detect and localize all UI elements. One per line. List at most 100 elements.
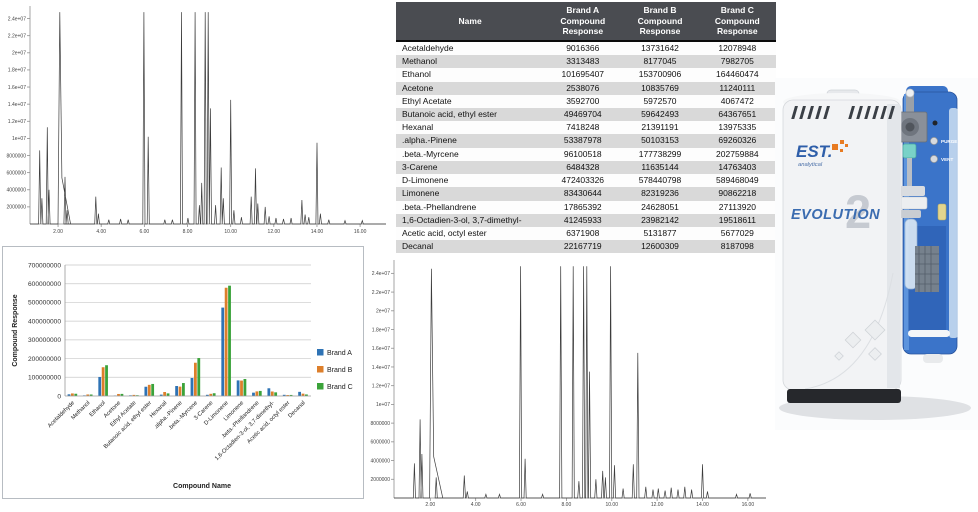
response-value-cell: 6484328: [566, 161, 600, 172]
table-row: D-Limonene 472403326 578440798 589468049: [396, 174, 776, 188]
compound-table-panel: Name Brand A Compound Response Brand B C…: [396, 2, 776, 254]
y-axis-title: Compound Response: [12, 294, 19, 366]
compound-name-cell: Acetone: [402, 82, 434, 93]
chromatogram-top: 2000000 4000000 6000000 8000000 1e+07 1.2e+07…: [7, 6, 386, 235]
compound-name-cell: Methanol: [402, 56, 437, 67]
svg-text:8000000: 8000000: [371, 421, 391, 427]
svg-text:16.00: 16.00: [742, 502, 755, 508]
table-row: .beta.-Myrcene 96100518 177738299 202759884: [396, 147, 776, 161]
svg-text:2.2e+07: 2.2e+07: [8, 33, 26, 39]
vent-slots: [791, 106, 895, 119]
table-row: Ethyl Acetate 3592700 5972570 4067472: [396, 94, 776, 108]
est-logo: EST. analytical: [796, 140, 848, 168]
svg-text:12.00: 12.00: [268, 229, 281, 235]
svg-text:10.00: 10.00: [605, 502, 618, 508]
table-row: 3-Carene 6484328 11635144 14763403: [396, 160, 776, 175]
compound-table: Name Brand A Compound Response Brand B C…: [396, 2, 776, 254]
svg-text:10.00: 10.00: [224, 229, 237, 235]
compound-name-cell: .beta.-Myrcene: [402, 148, 459, 159]
vent-label: VENT: [941, 157, 953, 162]
response-value-cell: 164460474: [716, 69, 759, 80]
svg-text:4.00: 4.00: [96, 229, 106, 235]
svg-text:16.00: 16.00: [354, 229, 367, 235]
purge-label: PURGE: [941, 139, 957, 144]
table-row: Butanoic acid, ethyl ester 49469704 596424…: [396, 107, 776, 122]
response-value-cell: 153700906: [638, 69, 682, 80]
valve-assembly: PURGE VENT: [892, 88, 957, 292]
svg-text:0: 0: [57, 393, 61, 400]
svg-text:1.6e+07: 1.6e+07: [372, 346, 390, 352]
compound-table-header: Name Brand A Compound Response Brand B C…: [396, 2, 776, 42]
svg-text:2e+07: 2e+07: [12, 51, 26, 57]
axes: [393, 260, 766, 499]
table-row: Acetic acid, octyl ester 6371908 5131877 56…: [396, 226, 776, 241]
response-value-cell: 49469704: [563, 108, 602, 119]
response-value-cell: 3592700: [566, 95, 600, 106]
legend-item: Brand C: [317, 383, 353, 391]
model-name-text: EVOLUTION: [791, 207, 880, 223]
svg-text:1.6e+07: 1.6e+07: [8, 85, 26, 91]
compound-name-cell: .alpha.-Pinene: [402, 135, 457, 146]
svg-text:14.00: 14.00: [311, 229, 324, 235]
vent-knob: [930, 155, 938, 163]
response-value-cell: 24628051: [641, 201, 679, 212]
svg-text:2000000: 2000000: [7, 205, 27, 211]
response-value-cell: 3313483: [566, 56, 600, 67]
est-logo-text: EST.: [796, 142, 833, 161]
svg-text:400000000: 400000000: [28, 318, 61, 325]
table-row: Limonene 83430644 82319236 90862218: [396, 187, 776, 201]
compound-name-cell: D-Limonene: [402, 175, 449, 186]
response-value-cell: 64367651: [718, 108, 757, 119]
response-value-cell: 11635144: [641, 161, 679, 172]
response-value-cell: 10835769: [641, 82, 679, 93]
svg-text:2.00: 2.00: [425, 502, 435, 508]
svg-text:1.8e+07: 1.8e+07: [372, 327, 390, 333]
response-value-cell: 23982142: [641, 214, 679, 225]
response-value-cell: 202759884: [716, 148, 759, 159]
chromatogram-bottom: 2000000 4000000 6000000 8000000 1e+07 1.2e+07…: [371, 260, 766, 508]
est-analytical-text: analytical: [798, 162, 823, 168]
col-header-brand-b: Brand B Compound Response: [621, 2, 699, 42]
panel-hole: [932, 120, 938, 126]
response-value-cell: 4067472: [720, 95, 754, 106]
svg-text:2e+07: 2e+07: [376, 309, 390, 315]
y-axis-ticks: 2000000 4000000 6000000 8000000 1e+07 1.2e+07…: [371, 271, 394, 483]
svg-text:Brand B: Brand B: [327, 367, 353, 374]
svg-text:2.4e+07: 2.4e+07: [372, 271, 390, 277]
response-value-cell: 90862218: [718, 188, 757, 199]
svg-text:6.00: 6.00: [139, 229, 149, 235]
header-row: Name Brand A Compound Response Brand B C…: [396, 2, 776, 42]
compound-name-cell: Ethanol: [402, 69, 431, 80]
table-row: Acetone 2538076 10835769 11240111: [396, 81, 776, 95]
svg-text:300000000: 300000000: [28, 337, 61, 344]
table-row: .alpha.-Pinene 53387978 50103153 69260326: [396, 134, 776, 148]
response-value-cell: 13975335: [718, 122, 757, 133]
table-row: Acetaldehyde 9016366 13731642 12078948: [396, 40, 776, 56]
compound-name-cell: Hexanal: [402, 122, 434, 133]
svg-text:6000000: 6000000: [7, 170, 27, 176]
svg-text:8.00: 8.00: [183, 229, 193, 235]
col-header-brand-c: Brand C Compound Response: [698, 2, 776, 42]
bars: AcetaldehydeMethanolEthanolAcetoneEthyl …: [47, 285, 308, 462]
legend-item: Brand B: [317, 366, 353, 374]
response-value-cell: 83430644: [563, 188, 602, 199]
trace-path: [30, 12, 386, 225]
svg-text:4.00: 4.00: [471, 502, 481, 508]
svg-text:6000000: 6000000: [371, 440, 391, 446]
response-value-cell: 11240111: [719, 82, 756, 93]
svg-text:6.00: 6.00: [516, 502, 526, 508]
compound-name-cell: Butanoic acid, ethyl ester: [402, 108, 497, 119]
svg-text:1.4e+07: 1.4e+07: [372, 365, 390, 371]
svg-text:100000000: 100000000: [28, 375, 61, 382]
response-value-cell: 12600309: [641, 241, 679, 252]
response-value-cell: 82319236: [641, 188, 679, 199]
compound-table-body: Acetaldehyde 9016366 13731642 12078948 Metha…: [396, 40, 776, 254]
response-value-cell: 41245933: [563, 214, 602, 225]
svg-text:2.2e+07: 2.2e+07: [372, 290, 390, 296]
model-number-text: 2: [845, 185, 871, 238]
response-value-cell: 21391191: [641, 122, 679, 133]
purge-knob: [930, 137, 938, 145]
table-row: Methanol 3313483 8177045 7982705: [396, 55, 776, 69]
x-axis-ticks: 2.00 4.00 6.00 8.00 10.00 12.00 14.00 16.00: [53, 224, 367, 235]
